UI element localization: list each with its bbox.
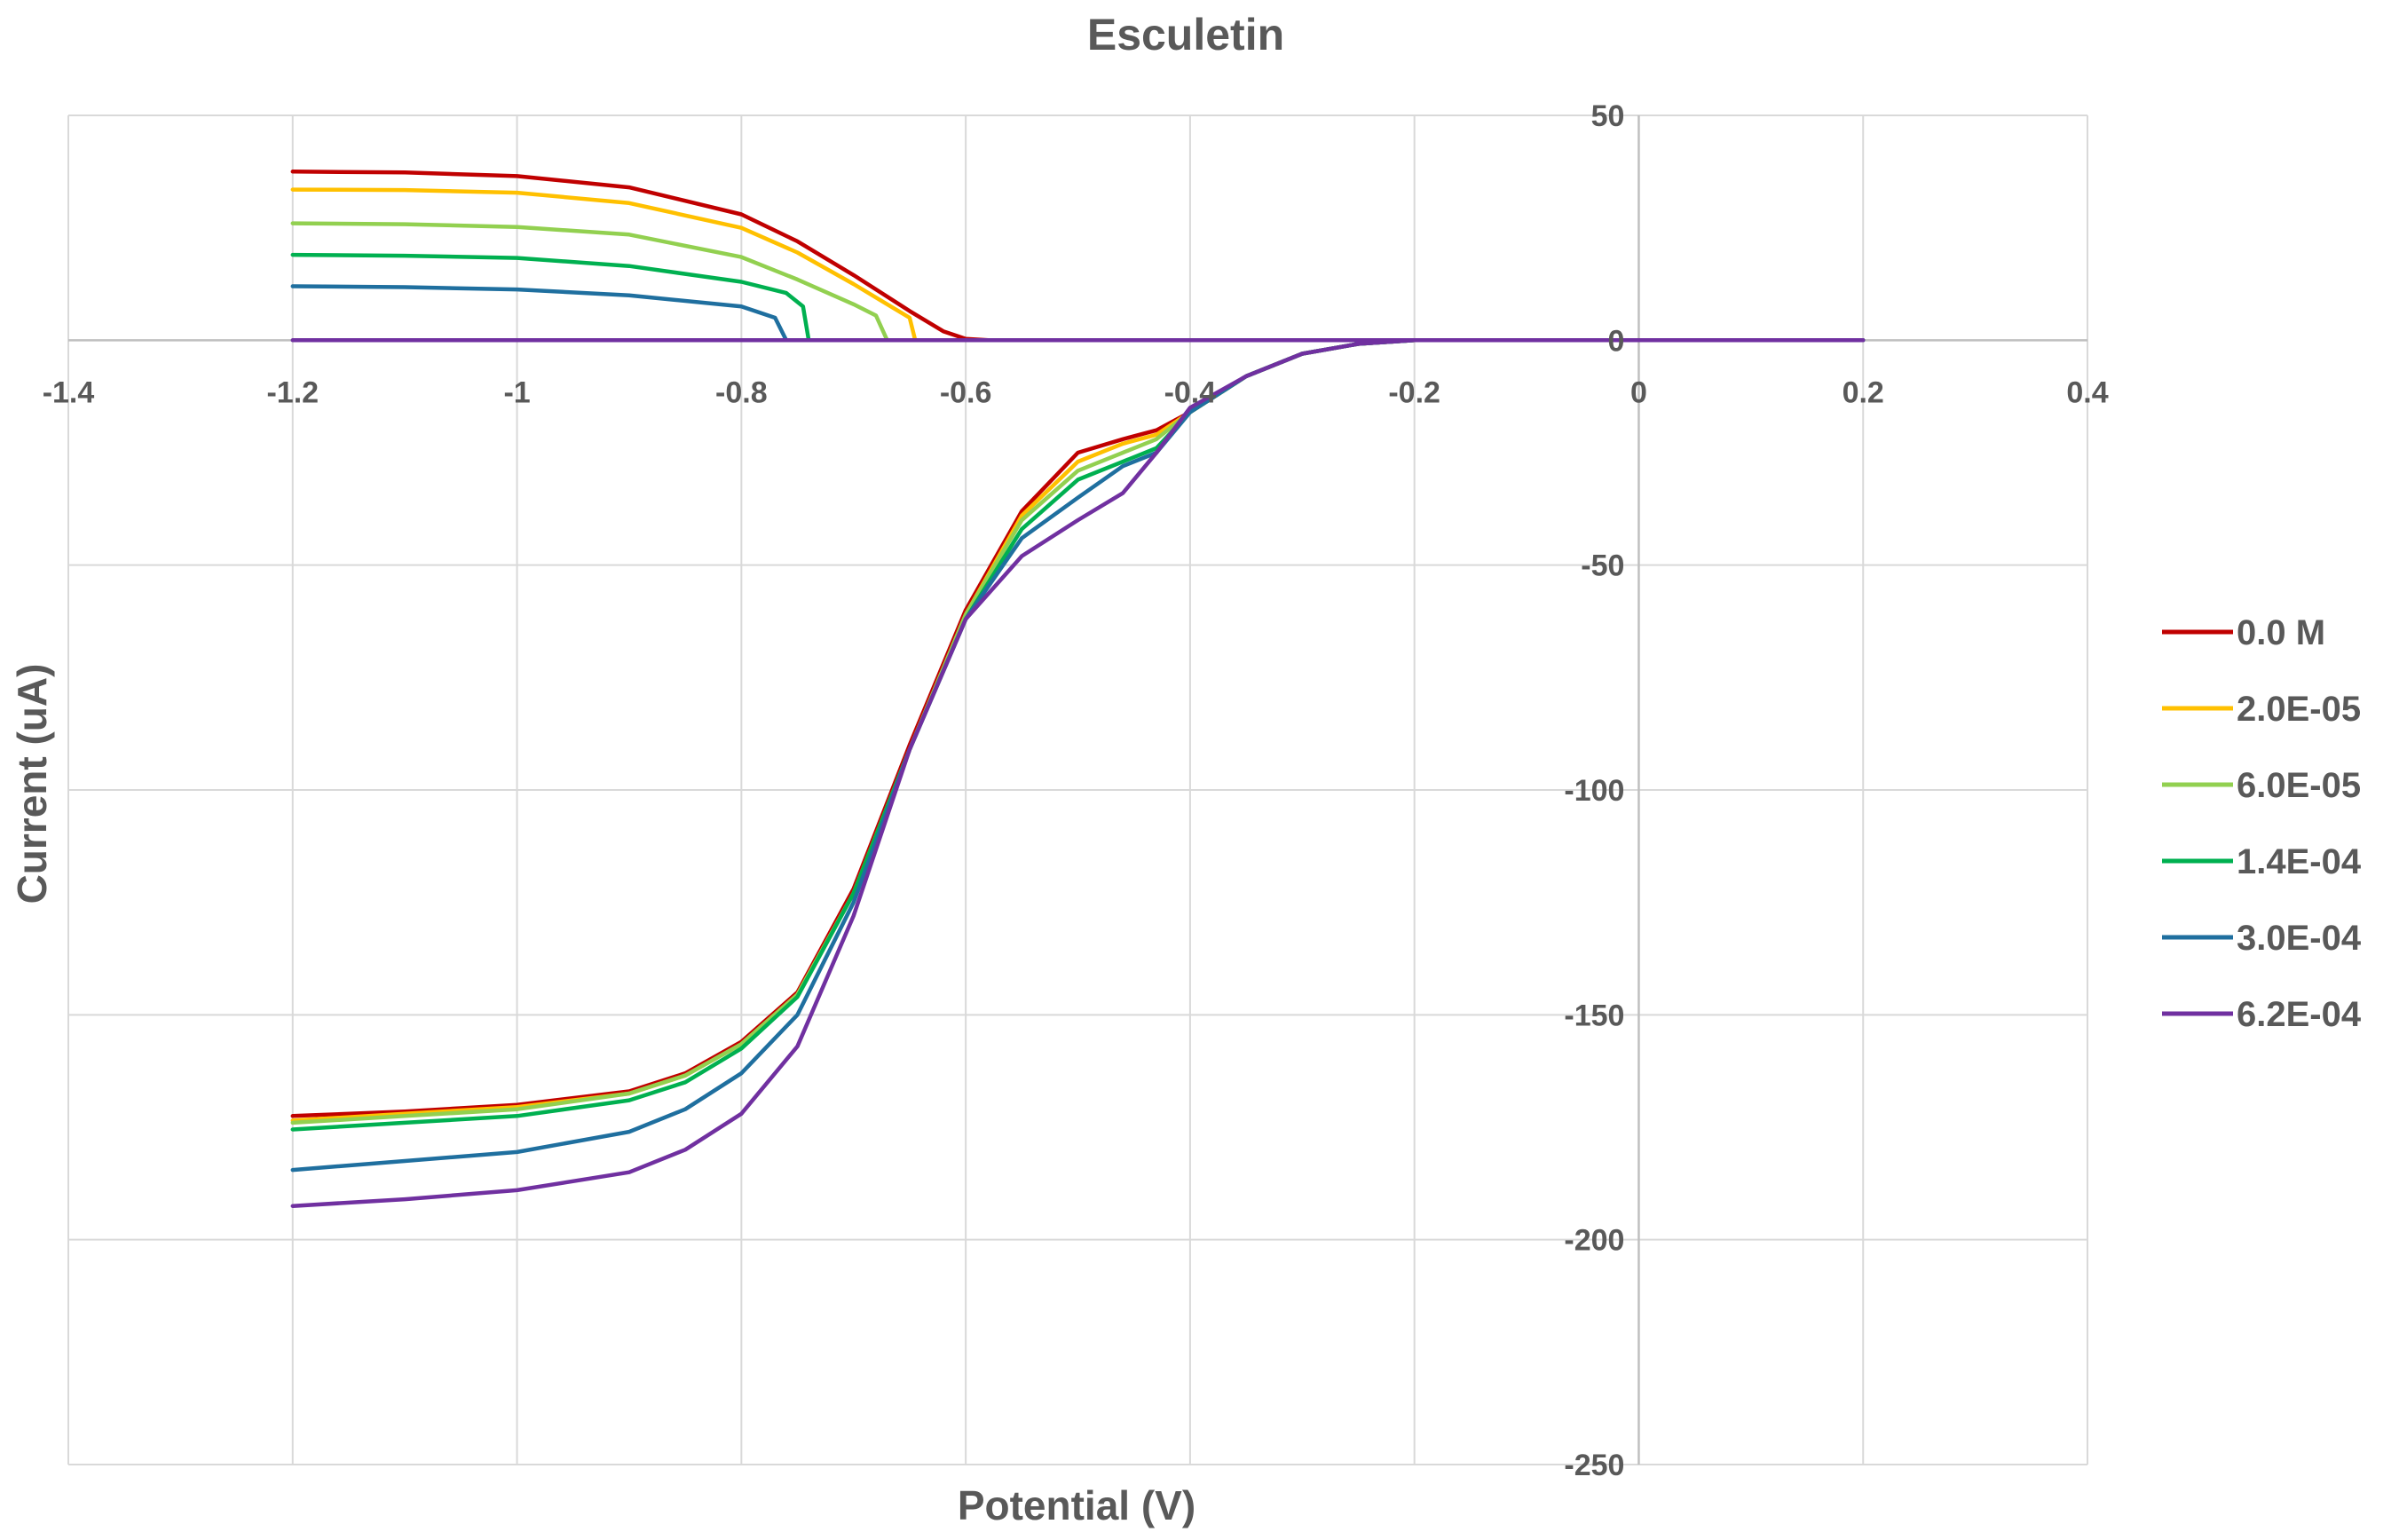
- y-tick-label: -200: [1564, 1224, 1624, 1258]
- x-tick-label: -1.2: [266, 375, 319, 409]
- legend-label: 6.2E-04: [2237, 995, 2362, 1034]
- series-line-3: [290, 221, 1866, 1125]
- x-tick-label: 0: [1630, 375, 1647, 409]
- legend-label: 0.0 M: [2237, 613, 2325, 652]
- series-line-2: [290, 187, 1866, 1123]
- series-line-5: [290, 284, 1866, 1173]
- x-tick-label: -1: [503, 375, 530, 409]
- legend-label: 1.4E-04: [2237, 842, 2362, 881]
- y-tick-label: -250: [1564, 1449, 1624, 1482]
- chart-title: Esculetin: [1087, 10, 1284, 59]
- tick-labels: -1.4 -1.2 -1 -0.8 -0.6 -0.4 -0.2 0 0.2 0.4 50 0 -50 -…: [43, 99, 2109, 1482]
- x-tick-label: -0.4: [1164, 375, 1217, 409]
- y-tick-label: -100: [1564, 774, 1624, 808]
- series-lines: [290, 170, 1866, 1208]
- y-tick-label: -150: [1564, 999, 1624, 1032]
- series-line-6: [290, 338, 1866, 1208]
- series-line-1: [290, 170, 1866, 1118]
- legend-label: 6.0E-05: [2237, 766, 2361, 805]
- x-axis-title: Potential (V): [958, 1482, 1196, 1528]
- legend-label: 2.0E-05: [2237, 690, 2361, 729]
- y-tick-label: 0: [1608, 324, 1625, 358]
- x-tick-label: 0.4: [2066, 375, 2108, 409]
- legend: 0.0 M 2.0E-05 6.0E-05 1.4E-04 3.0E-04 6.2E-04: [2162, 613, 2362, 1034]
- x-tick-label: -0.8: [715, 375, 768, 409]
- y-axis-title: Current (uA): [9, 664, 55, 904]
- x-tick-label: -1.4: [43, 375, 95, 409]
- legend-label: 3.0E-04: [2237, 919, 2362, 958]
- y-tick-label: 50: [1591, 99, 1625, 133]
- y-tick-label: -50: [1581, 549, 1624, 583]
- gridlines: [67, 115, 2088, 1465]
- x-tick-label: -0.6: [940, 375, 992, 409]
- x-tick-label: 0.2: [1843, 375, 1884, 409]
- x-tick-label: -0.2: [1388, 375, 1440, 409]
